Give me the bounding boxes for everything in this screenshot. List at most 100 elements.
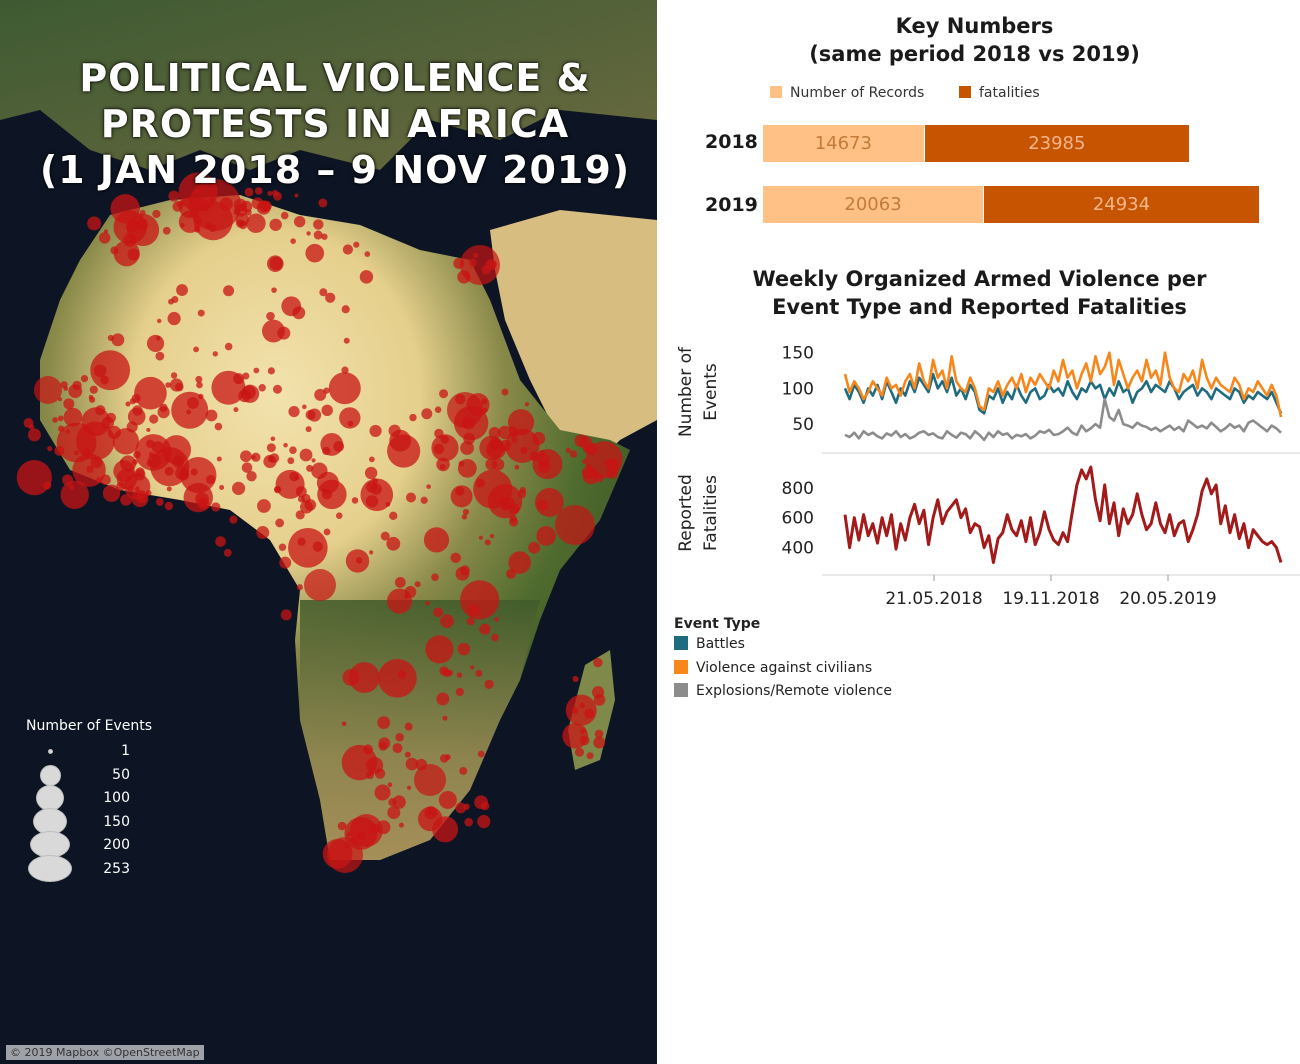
event-marker	[420, 496, 428, 504]
event-marker	[529, 451, 540, 462]
event-marker	[374, 784, 391, 801]
event-marker	[440, 614, 454, 629]
event-marker	[127, 407, 146, 426]
series-line-violence-against-civilians[interactable]	[843, 351, 1283, 418]
event-marker	[507, 409, 535, 436]
series-line-reported-fatalities[interactable]	[843, 465, 1283, 564]
event-marker	[365, 495, 379, 508]
event-marker	[524, 402, 530, 407]
event-marker	[341, 721, 347, 727]
event-marker	[323, 528, 331, 536]
events-ylabel-line1: Number of	[676, 346, 696, 437]
event-marker	[346, 832, 351, 837]
event-marker	[28, 424, 35, 430]
event-marker	[80, 375, 89, 383]
event-marker	[498, 425, 512, 440]
event-marker	[404, 751, 411, 758]
event-marker	[229, 515, 238, 524]
series-line-battles[interactable]	[843, 372, 1283, 415]
event-marker	[460, 580, 500, 620]
map-size-legend: Number of Events 1 50 100 150 200 253	[26, 718, 152, 882]
event-type-legend-title: Event Type	[674, 616, 761, 632]
map-attribution[interactable]: © 2019 Mapbox ©OpenStreetMap	[6, 1045, 204, 1060]
event-marker	[267, 367, 275, 375]
legend-item-violence-against-civilians[interactable]: Violence against civilians	[674, 659, 892, 684]
event-marker	[180, 456, 217, 494]
event-marker	[305, 426, 312, 433]
event-marker	[444, 754, 451, 761]
event-marker	[477, 750, 485, 758]
event-marker	[387, 782, 393, 788]
event-marker	[93, 364, 107, 378]
event-marker	[139, 209, 146, 216]
map-panel[interactable]: POLITICAL VIOLENCE & PROTESTS IN AFRICA …	[0, 0, 657, 1064]
y-tick-label: 100	[782, 379, 814, 399]
event-marker	[425, 600, 430, 606]
event-marker-large	[327, 837, 363, 873]
event-marker	[537, 499, 549, 511]
event-marker	[406, 785, 412, 790]
event-marker	[102, 484, 121, 502]
event-marker	[442, 668, 451, 678]
fatalities-swatch-icon	[959, 86, 971, 98]
event-marker	[484, 539, 491, 546]
map-legend-row: 150	[26, 807, 152, 835]
event-marker	[581, 466, 596, 480]
event-marker	[406, 492, 417, 503]
weekly-chart-title: Weekly Organized Armed Violence per	[752, 267, 1207, 291]
event-marker	[395, 732, 404, 742]
event-marker	[273, 485, 282, 494]
event-marker	[212, 351, 218, 357]
event-marker	[335, 512, 343, 520]
records-bar-2019[interactable]: 20063	[763, 186, 984, 223]
event-marker	[457, 458, 477, 478]
event-marker	[251, 452, 261, 462]
event-marker	[565, 447, 571, 453]
event-marker	[211, 502, 221, 512]
fatalities-bar-2018[interactable]: 23985	[924, 125, 1189, 162]
records-bar-2018[interactable]: 14673	[763, 125, 924, 162]
event-marker	[508, 551, 531, 574]
event-marker	[470, 665, 475, 670]
event-marker	[63, 407, 83, 427]
event-marker	[321, 233, 328, 240]
event-marker	[574, 747, 584, 757]
event-marker	[155, 351, 165, 361]
event-marker	[562, 723, 589, 749]
series-line-explosions-remote-violence[interactable]	[844, 397, 1282, 442]
event-marker	[271, 287, 277, 293]
event-marker	[280, 211, 289, 220]
legend-circle-icon	[33, 807, 67, 835]
map-legend-value: 1	[121, 743, 130, 759]
event-marker	[266, 311, 275, 321]
event-marker	[280, 609, 292, 621]
events-ylabel-line2: Events	[701, 363, 721, 421]
event-marker	[278, 543, 287, 551]
event-marker	[342, 244, 353, 255]
africa-map[interactable]	[0, 0, 657, 1064]
legend-label: Violence against civilians	[696, 659, 873, 676]
event-marker	[267, 190, 273, 196]
event-marker	[113, 460, 135, 482]
map-legend-row: 100	[26, 785, 152, 812]
event-marker	[155, 498, 164, 506]
event-marker	[27, 428, 41, 442]
event-marker	[180, 222, 185, 228]
weekly-line-chart[interactable]: Number of Events Reported Fatalities 50 1…	[657, 330, 1300, 615]
event-marker	[270, 436, 276, 442]
event-marker	[509, 514, 517, 523]
legend-item-explosions[interactable]: Explosions/Remote violence	[674, 683, 892, 707]
legend-item-battles[interactable]: Battles	[674, 636, 892, 660]
event-marker	[591, 686, 605, 699]
y-tick-label: 600	[782, 509, 814, 529]
event-marker	[165, 382, 171, 388]
fatalities-bar-2019[interactable]: 24934	[984, 186, 1259, 223]
event-marker	[348, 662, 380, 693]
event-marker	[519, 487, 526, 494]
y-tick-label: 400	[782, 539, 814, 559]
event-marker	[386, 536, 401, 551]
event-marker	[341, 305, 350, 314]
event-marker	[405, 757, 419, 771]
legend-circle-icon	[48, 749, 53, 754]
event-marker	[464, 817, 473, 827]
